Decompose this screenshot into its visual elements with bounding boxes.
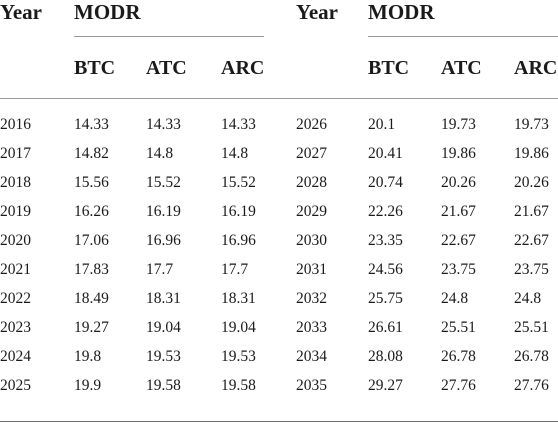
cell-right-atc: 24.8 — [441, 290, 469, 307]
cell-right-year: 2033 — [296, 319, 327, 336]
cell-right-atc: 21.67 — [441, 203, 476, 220]
arc-header-right: ARC — [514, 57, 558, 79]
cell-left-atc: 14.33 — [146, 116, 181, 133]
btc-header-left: BTC — [74, 57, 116, 79]
cell-right-btc: 20.41 — [368, 145, 403, 162]
year-header-right: Year — [296, 0, 338, 24]
cell-right-atc: 25.51 — [441, 319, 476, 336]
cell-left-year: 2023 — [0, 319, 31, 336]
cell-right-year: 2026 — [296, 116, 327, 133]
cell-right-atc: 26.78 — [441, 348, 476, 365]
cell-left-atc: 17.7 — [146, 261, 174, 278]
cell-left-btc: 19.27 — [74, 319, 109, 336]
cell-right-arc: 22.67 — [514, 232, 549, 249]
cell-right-btc: 22.26 — [368, 203, 403, 220]
cell-left-atc: 16.19 — [146, 203, 181, 220]
cell-left-year: 2025 — [0, 377, 31, 394]
cell-right-arc: 19.73 — [514, 116, 549, 133]
cell-left-btc: 14.82 — [74, 145, 109, 162]
cell-left-atc: 19.58 — [146, 377, 181, 394]
cell-left-arc: 19.58 — [221, 377, 256, 394]
cell-right-atc: 19.86 — [441, 145, 476, 162]
cell-right-arc: 24.8 — [514, 290, 542, 307]
cell-left-btc: 18.49 — [74, 290, 109, 307]
modr-rule-right — [368, 36, 558, 37]
cell-right-btc: 20.74 — [368, 174, 403, 191]
cell-left-year: 2020 — [0, 232, 31, 249]
modr-header-right: MODR — [368, 0, 435, 24]
cell-left-year: 2019 — [0, 203, 31, 220]
cell-right-btc: 20.1 — [368, 116, 396, 133]
cell-right-arc: 19.86 — [514, 145, 549, 162]
year-header-left: Year — [0, 0, 42, 24]
modr-header-left: MODR — [74, 0, 141, 24]
arc-header-left: ARC — [221, 57, 265, 79]
cell-left-btc: 14.33 — [74, 116, 109, 133]
cell-right-arc: 20.26 — [514, 174, 549, 191]
cell-right-btc: 23.35 — [368, 232, 403, 249]
cell-right-arc: 26.78 — [514, 348, 549, 365]
cell-right-arc: 23.75 — [514, 261, 549, 278]
cell-left-arc: 16.96 — [221, 232, 256, 249]
cell-left-atc: 14.8 — [146, 145, 174, 162]
cell-right-year: 2034 — [296, 348, 327, 365]
cell-right-year: 2031 — [296, 261, 327, 278]
cell-right-arc: 27.76 — [514, 377, 549, 394]
cell-right-year: 2029 — [296, 203, 327, 220]
cell-left-btc: 19.8 — [74, 348, 102, 365]
cell-left-year: 2022 — [0, 290, 31, 307]
cell-left-arc: 14.33 — [221, 116, 256, 133]
cell-right-btc: 24.56 — [368, 261, 403, 278]
modr-rule-left — [74, 36, 264, 37]
cell-right-arc: 25.51 — [514, 319, 549, 336]
btc-header-right: BTC — [368, 57, 410, 79]
cell-right-atc: 23.75 — [441, 261, 476, 278]
cell-left-btc: 17.83 — [74, 261, 109, 278]
cell-right-atc: 19.73 — [441, 116, 476, 133]
cell-left-arc: 15.52 — [221, 174, 256, 191]
cell-right-year: 2035 — [296, 377, 327, 394]
cell-left-arc: 18.31 — [221, 290, 256, 307]
cell-left-atc: 19.04 — [146, 319, 181, 336]
cell-left-arc: 14.8 — [221, 145, 249, 162]
cell-left-year: 2024 — [0, 348, 31, 365]
cell-right-atc: 20.26 — [441, 174, 476, 191]
atc-header-right: ATC — [441, 57, 482, 79]
cell-left-atc: 16.96 — [146, 232, 181, 249]
bottom-rule — [0, 421, 558, 422]
cell-left-arc: 19.53 — [221, 348, 256, 365]
cell-right-btc: 29.27 — [368, 377, 403, 394]
atc-header-left: ATC — [146, 57, 187, 79]
cell-right-atc: 27.76 — [441, 377, 476, 394]
cell-right-atc: 22.67 — [441, 232, 476, 249]
cell-right-btc: 28.08 — [368, 348, 403, 365]
cell-left-atc: 18.31 — [146, 290, 181, 307]
cell-left-year: 2017 — [0, 145, 31, 162]
cell-right-arc: 21.67 — [514, 203, 549, 220]
cell-right-year: 2028 — [296, 174, 327, 191]
cell-right-year: 2032 — [296, 290, 327, 307]
header-rule — [0, 98, 558, 99]
cell-left-year: 2018 — [0, 174, 31, 191]
cell-right-btc: 25.75 — [368, 290, 403, 307]
cell-left-btc: 15.56 — [74, 174, 109, 191]
cell-right-year: 2027 — [296, 145, 327, 162]
cell-left-year: 2021 — [0, 261, 31, 278]
cell-left-year: 2016 — [0, 116, 31, 133]
cell-left-btc: 17.06 — [74, 232, 109, 249]
cell-left-arc: 16.19 — [221, 203, 256, 220]
cell-left-arc: 17.7 — [221, 261, 249, 278]
cell-left-arc: 19.04 — [221, 319, 256, 336]
cell-left-btc: 19.9 — [74, 377, 102, 394]
cell-left-atc: 15.52 — [146, 174, 181, 191]
cell-right-year: 2030 — [296, 232, 327, 249]
cell-left-btc: 16.26 — [74, 203, 109, 220]
cell-left-atc: 19.53 — [146, 348, 181, 365]
cell-right-btc: 26.61 — [368, 319, 403, 336]
